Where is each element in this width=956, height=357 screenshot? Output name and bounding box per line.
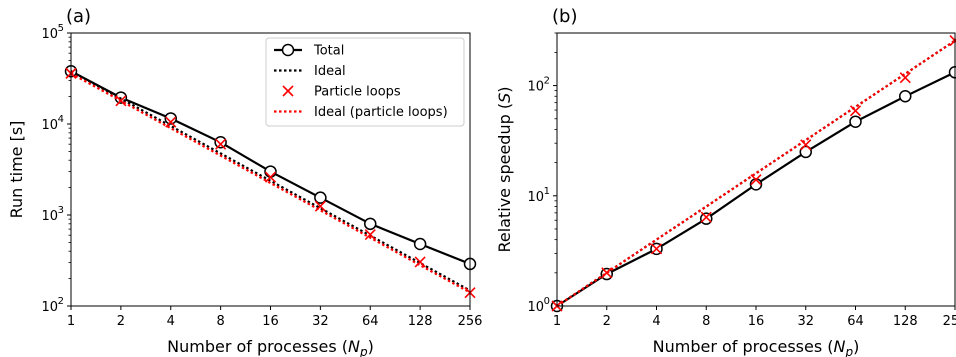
data-point	[700, 212, 713, 225]
data-point	[214, 136, 227, 149]
data-point	[165, 116, 177, 128]
cross-stroke	[264, 171, 277, 183]
y-tick-label: 10	[527, 80, 544, 95]
data-point	[364, 228, 376, 241]
x-tick-label: 32	[312, 314, 329, 329]
legend-marker	[281, 43, 295, 57]
series-line	[70, 70, 471, 292]
data-point	[264, 171, 277, 183]
cross-stroke	[165, 116, 177, 128]
x-axis-label: Number of processes (Np)	[167, 337, 374, 357]
legend-item: Ideal (particle loops)	[274, 105, 448, 120]
data-point	[849, 105, 862, 117]
y-axis-label: Run time [s]	[7, 121, 26, 219]
data-point	[849, 115, 862, 128]
y-tick-label: 10	[41, 118, 58, 133]
y-tick-exponent: 0	[544, 296, 550, 307]
y-tick-label: 10	[527, 190, 544, 205]
legend: Total Ideal Particle loops Ideal (particle …	[265, 37, 465, 127]
series-total	[64, 64, 477, 271]
y-tick-label: 10	[527, 300, 544, 315]
panel-label: (b)	[552, 6, 577, 27]
cross-stroke	[800, 139, 812, 151]
panel-b: 1248163264128256100101102(b)Number of pr…	[495, 6, 956, 357]
y-tick-exponent: 4	[58, 114, 64, 125]
data-point	[700, 211, 712, 223]
y-tick-exponent: 5	[58, 23, 64, 34]
plot-frame	[70, 32, 471, 307]
x-axis-label: Number of processes (Np)	[653, 337, 860, 357]
y-tick-exponent: 2	[58, 296, 64, 307]
data-point	[413, 237, 427, 251]
x-tick-label: 8	[216, 314, 224, 329]
data-point	[750, 174, 762, 186]
x-tick-label: 4	[652, 314, 660, 329]
y-tick-exponent: 2	[544, 76, 550, 87]
y-tick-label: 10	[41, 300, 58, 315]
x-tick-label: 8	[702, 314, 710, 329]
x-tick-label: 2	[117, 314, 125, 329]
cross-stroke	[750, 174, 762, 186]
x-tick-label: 4	[167, 314, 175, 329]
data-point	[899, 90, 912, 103]
legend-label: Ideal	[314, 64, 346, 79]
x-tick-label: 128	[893, 314, 918, 329]
x-tick-label: 64	[362, 314, 379, 329]
data-point	[600, 267, 613, 281]
data-point	[314, 191, 327, 204]
cross-stroke	[364, 228, 376, 241]
cross-stroke	[899, 72, 911, 84]
data-point	[164, 112, 177, 125]
panel-label: (a)	[66, 6, 91, 27]
cross-stroke	[414, 256, 426, 268]
data-point	[650, 243, 663, 255]
series-line	[556, 39, 956, 307]
cross-stroke	[650, 243, 663, 255]
x-tick-label: 256	[458, 314, 483, 329]
x-tick-label: 16	[262, 314, 279, 329]
series-ideal	[70, 70, 471, 292]
cross-stroke	[700, 211, 712, 223]
x-tick-label: 1	[553, 314, 561, 329]
legend-label: Total	[313, 44, 344, 59]
data-point	[215, 138, 227, 150]
data-point	[414, 256, 426, 268]
legend-item: Ideal	[274, 64, 346, 79]
legend-item: Total	[274, 44, 344, 59]
x-tick-label: 256	[943, 314, 956, 329]
series-line	[70, 72, 471, 294]
legend-label: Particle loops	[314, 85, 401, 100]
series-dotted-3	[556, 39, 956, 307]
y-axis-label: Relative speedup (S)	[495, 87, 514, 253]
plot-frame	[556, 32, 956, 307]
y-tick-exponent: 1	[544, 186, 550, 197]
y-tick-label: 10	[41, 209, 58, 224]
legend-label: Ideal (particle loops)	[314, 105, 448, 120]
cross-stroke	[215, 138, 227, 150]
x-tick-label: 128	[408, 314, 433, 329]
legend-item: Particle loops	[282, 85, 401, 100]
cross-stroke	[849, 105, 862, 117]
data-point	[799, 145, 812, 159]
data-point	[899, 72, 911, 84]
y-tick-exponent: 3	[58, 205, 64, 216]
data-point	[264, 165, 277, 178]
x-tick-label: 2	[603, 314, 611, 329]
legend-box	[265, 37, 465, 127]
legend-marker	[282, 85, 294, 97]
x-tick-label: 1	[67, 314, 75, 329]
x-tick-label: 64	[847, 314, 864, 329]
y-tick-label: 10	[41, 27, 58, 42]
series-ideal-particle-loops-	[70, 72, 471, 294]
data-point	[364, 217, 377, 231]
series-solid-circle-0	[550, 66, 956, 313]
x-tick-label: 32	[797, 314, 814, 329]
x-tick-label: 16	[748, 314, 765, 329]
